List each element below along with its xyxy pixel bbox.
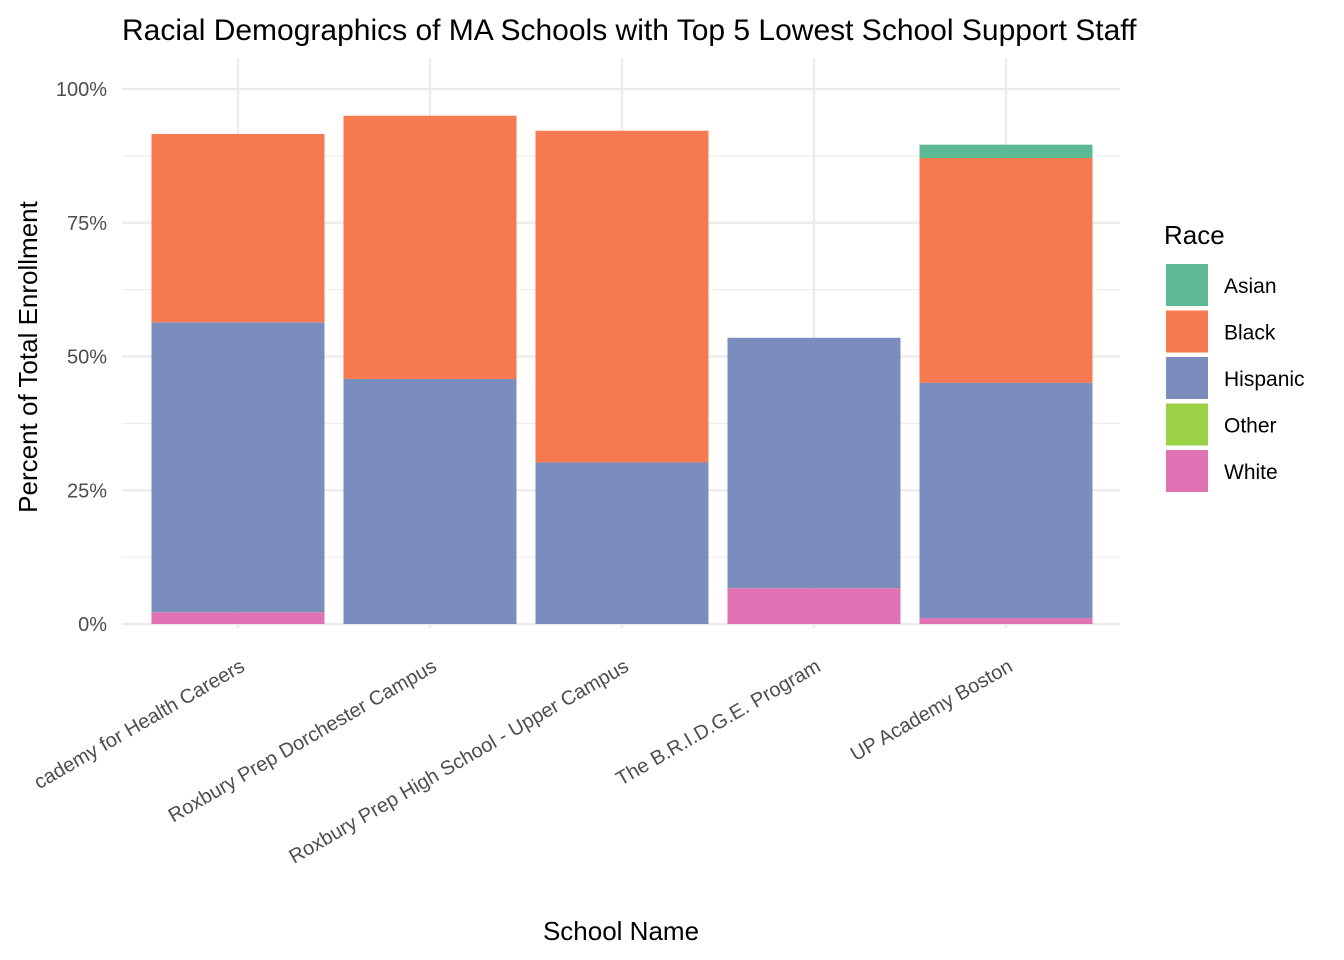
bar-hispanic-roxbury-prep-dorchester-campus bbox=[343, 378, 517, 624]
legend-label-black: Black bbox=[1224, 322, 1276, 345]
y-tick-label: 0% bbox=[78, 614, 107, 636]
x-tick-label: cademy for Health Careers bbox=[31, 655, 249, 794]
bar-hispanic-academy-for-health-careers bbox=[151, 322, 325, 613]
legend-title: Race bbox=[1164, 220, 1225, 250]
bar-white-academy-for-health-careers bbox=[151, 612, 325, 624]
bar-black-academy-for-health-careers bbox=[151, 133, 325, 323]
x-axis-title: School Name bbox=[543, 916, 699, 946]
legend-label-hispanic: Hispanic bbox=[1224, 368, 1305, 391]
y-axis-title: Percent of Total Enrollment bbox=[13, 200, 43, 512]
legend-label-asian: Asian bbox=[1224, 275, 1277, 298]
bar-asian-up-academy-boston bbox=[919, 144, 1093, 159]
legend-swatch-white bbox=[1166, 450, 1208, 492]
y-tick-label: 25% bbox=[67, 480, 107, 502]
y-tick-label: 75% bbox=[67, 213, 107, 235]
x-tick-label: Roxbury Prep High School - Upper Campus bbox=[286, 655, 633, 868]
bar-white-the-b-r-i-d-g-e-program bbox=[727, 588, 901, 624]
bar-black-up-academy-boston bbox=[919, 158, 1093, 383]
bar-hispanic-roxbury-prep-high-school-upper-campus bbox=[535, 462, 709, 624]
legend-swatch-other bbox=[1166, 403, 1208, 446]
bar-black-roxbury-prep-dorchester-campus bbox=[343, 115, 517, 379]
y-axis-ticks: 0% 25% 50% 75% 100% bbox=[56, 79, 107, 636]
bar-hispanic-up-academy-boston bbox=[919, 382, 1093, 619]
legend: Race Asian Black Hispanic Other White bbox=[1164, 220, 1305, 492]
y-tick-label: 100% bbox=[56, 79, 107, 101]
bars-layer bbox=[151, 115, 1093, 624]
legend-items: Asian Black Hispanic Other White bbox=[1166, 264, 1305, 492]
x-tick-label: UP Academy Boston bbox=[847, 655, 1017, 766]
y-tick-label: 50% bbox=[67, 347, 107, 369]
legend-swatch-asian bbox=[1166, 264, 1208, 306]
chart-title: Racial Demographics of MA Schools with T… bbox=[122, 14, 1137, 47]
legend-label-other: Other bbox=[1224, 415, 1277, 438]
legend-swatch-hispanic bbox=[1166, 357, 1208, 399]
bar-black-roxbury-prep-high-school-upper-campus bbox=[535, 130, 709, 463]
bar-white-up-academy-boston bbox=[919, 618, 1093, 624]
x-tick-label: The B.R.I.D.G.E. Program bbox=[612, 655, 824, 790]
bar-hispanic-the-b-r-i-d-g-e-program bbox=[727, 337, 901, 589]
legend-label-white: White bbox=[1224, 461, 1278, 484]
legend-swatch-black bbox=[1166, 310, 1208, 353]
